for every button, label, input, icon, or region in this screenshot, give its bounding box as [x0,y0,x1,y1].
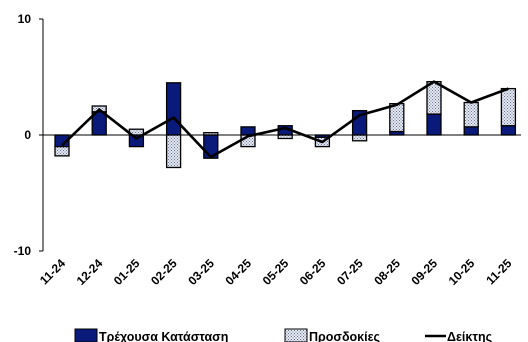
bar-expectations [463,101,479,128]
x-tick-label: 10-25 [446,256,478,288]
bar-group [165,82,182,169]
x-tick-label: 03-25 [185,256,217,288]
x-tick-label: 04-25 [223,256,255,288]
x-tick-label: 06-25 [297,256,329,288]
legend-swatch-current-situation [74,328,98,342]
bar-current-situation [165,82,182,136]
legend-swatch-expectations [284,328,308,342]
bar-expectations [426,80,442,115]
bars-layer [54,80,517,169]
x-tick-label: 11-24 [37,256,68,287]
index-line [61,80,509,159]
bar-expectations [203,132,219,136]
bar-expectations [277,134,293,140]
legend-label-expectations: Προσδοκίες [309,330,380,342]
bar-group [54,134,70,157]
bar-group [463,101,479,136]
x-axis-tick-labels: 11-24 12-24 01-25 02-25 03-25 04-25 05-25 06-25… [37,256,515,288]
x-tick-label: 02-25 [148,256,180,288]
x-tick-label: 01-25 [111,256,143,288]
bar-expectations [500,87,517,127]
bar-current-situation [426,113,442,136]
bar-group [426,80,442,136]
legend: Τρέχουσα Κατάσταση Προσδοκίες Δείκτης [74,328,492,342]
x-tick-label: 07-25 [334,256,366,288]
legend-item-index: Δείκτης [425,330,492,342]
y-tick-label: 10 [18,12,32,26]
index-line-layer [61,80,509,159]
bar-group [389,103,405,136]
legend-item-current-situation: Τρέχουσα Κατάσταση [74,328,228,342]
y-axis: 10 0 -10 [14,12,44,258]
legend-item-expectations: Προσδοκίες [284,328,380,342]
y-tick-label: -10 [14,244,32,258]
bar-expectations [165,134,182,169]
x-tick-label: 12-24 [74,256,106,288]
x-tick-label: 05-25 [260,256,292,288]
bar-expectations [351,134,368,142]
y-tick-label: 0 [24,128,31,142]
bar-expectations [389,103,405,133]
bar-group [500,87,517,136]
bar-current-situation [463,126,479,136]
legend-label-current-situation: Τρέχουσα Κατάσταση [99,330,228,342]
bar-current-situation [500,125,517,136]
x-tick-label: 08-25 [371,256,403,288]
legend-label-index: Δείκτης [447,330,492,342]
bar-current-situation [240,126,256,136]
bar-expectations [54,145,70,157]
x-tick-label: 11-25 [483,256,514,287]
x-tick-label: 09-25 [409,256,441,288]
